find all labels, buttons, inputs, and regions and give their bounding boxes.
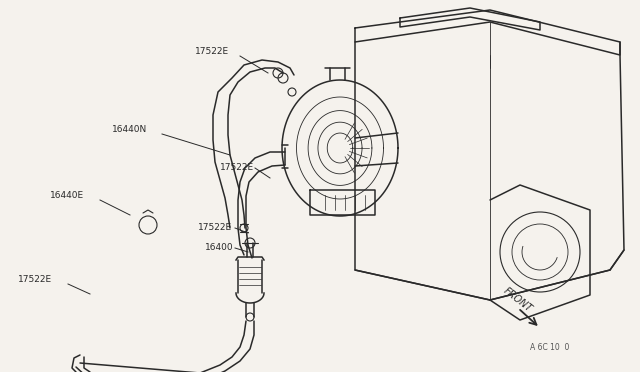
Text: 17522E: 17522E bbox=[195, 48, 229, 57]
Text: 16440N: 16440N bbox=[112, 125, 147, 135]
Text: 16440E: 16440E bbox=[50, 190, 84, 199]
Text: 16400: 16400 bbox=[205, 244, 234, 253]
Text: 17522E: 17522E bbox=[18, 276, 52, 285]
Text: A 6C 10  0: A 6C 10 0 bbox=[530, 343, 570, 353]
Text: FRONT: FRONT bbox=[502, 286, 534, 314]
Text: 17522E: 17522E bbox=[198, 224, 232, 232]
Text: 17522E: 17522E bbox=[220, 164, 254, 173]
